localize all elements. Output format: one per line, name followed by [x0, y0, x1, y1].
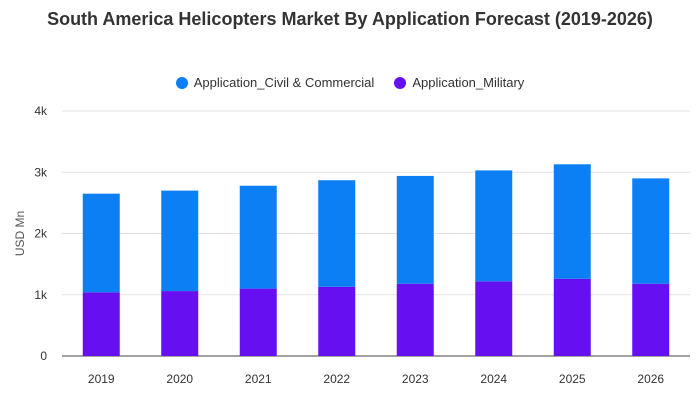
bar-civil-commercial: [318, 180, 356, 287]
bar-civil-commercial: [396, 175, 434, 284]
bar-civil-commercial: [475, 170, 513, 282]
bar-military: [396, 283, 434, 356]
y-axis-title: USD Mn: [13, 211, 27, 256]
x-tick-label: 2023: [402, 372, 429, 386]
chart-title: South America Helicopters Market By Appl…: [47, 9, 653, 29]
bar-military: [82, 292, 120, 356]
bar-civil-commercial: [632, 178, 670, 284]
x-tick-label: 2019: [88, 372, 115, 386]
bar-military: [318, 286, 356, 356]
legend: Application_Civil & Commercial Applicati…: [0, 75, 700, 90]
bar-civil-commercial: [239, 185, 277, 289]
y-tick-label: 4k: [34, 104, 48, 118]
x-tick-label: 2026: [637, 372, 664, 386]
x-tick-label: 2022: [323, 372, 350, 386]
y-tick-label: 2k: [34, 227, 48, 241]
bar-civil-commercial: [553, 164, 591, 279]
y-tick-label: 3k: [34, 165, 48, 179]
x-tick-label: 2021: [245, 372, 272, 386]
bar-military: [475, 281, 513, 356]
bar-military: [239, 288, 277, 356]
legend-civil-swatch: [175, 76, 188, 89]
y-tick-label: 1k: [34, 288, 48, 302]
y-tick-label: 0: [40, 349, 47, 363]
legend-civil-label: Application_Civil & Commercial: [193, 75, 375, 90]
bar-civil-commercial: [82, 193, 120, 293]
legend-military-swatch: [394, 76, 407, 89]
legend-item-military[interactable]: Application_Military: [394, 75, 524, 90]
legend-item-civil[interactable]: Application_Civil & Commercial: [175, 75, 375, 90]
bar-military: [632, 283, 670, 356]
bar-military: [553, 278, 591, 356]
x-tick-label: 2024: [480, 372, 507, 386]
bar-military: [161, 291, 199, 356]
x-tick-label: 2020: [166, 372, 193, 386]
bar-civil-commercial: [161, 190, 199, 292]
x-tick-label: 2025: [559, 372, 586, 386]
legend-military-label: Application_Military: [412, 75, 525, 90]
